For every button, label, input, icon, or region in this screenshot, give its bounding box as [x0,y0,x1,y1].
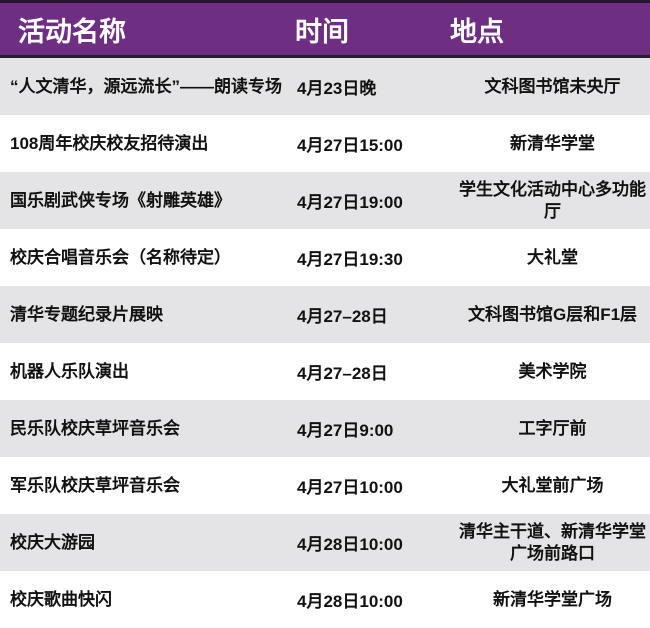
event-name: 108周年校庆校友招待演出 [10,133,209,153]
event-name: 校庆合唱音乐会（名称待定） [10,247,231,267]
table-row: 校庆大游园 4月28日10:00 清华主干道、新清华学堂广场前路口 [0,514,650,571]
event-name: 清华专题纪录片展映 [10,304,163,324]
event-time: 4月27日9:00 [297,421,394,440]
event-place: 新清华学堂广场 [493,589,612,609]
table-row: 校庆合唱音乐会（名称待定） 4月27日19:30 大礼堂 [0,229,650,286]
event-name: “人文清华，源远流长”——朗读专场 [10,76,282,96]
event-time: 4月23日晚 [297,79,377,98]
event-place: 美术学院 [518,361,587,381]
event-time: 4月27日19:00 [297,193,403,212]
event-name: 军乐队校庆草坪音乐会 [10,475,180,495]
event-place: 文科图书馆G层和F1层 [467,304,638,324]
header-time: 时间 [295,16,349,47]
event-time: 4月28日10:00 [297,535,403,554]
table-row: 校庆歌曲快闪 4月28日10:00 新清华学堂广场 [0,571,650,628]
table-row: 国乐剧武侠专场《射雕英雄》 4月27日19:00 学生文化活动中心多功能厅 [0,172,650,229]
event-time: 4月27日10:00 [297,478,403,497]
event-time: 4月27–28日 [297,364,388,383]
event-place: 新清华学堂 [510,133,595,153]
event-name: 校庆歌曲快闪 [10,589,112,609]
table-row: 清华专题纪录片展映 4月27–28日 文科图书馆G层和F1层 [0,286,650,343]
event-place: 学生文化活动中心多功能厅 [459,179,646,221]
event-name: 校庆大游园 [10,532,95,552]
table-header: 活动名称 时间 地点 [0,0,650,58]
event-place: 清华主干道、新清华学堂广场前路口 [459,521,646,563]
table-body: “人文清华，源远流长”——朗读专场 4月23日晚 文科图书馆未央厅 108周年校庆校友… [0,58,650,628]
table-row: 108周年校庆校友招待演出 4月27日15:00 新清华学堂 [0,115,650,172]
event-time: 4月28日10:00 [297,592,403,611]
table-row: “人文清华，源远流长”——朗读专场 4月23日晚 文科图书馆未央厅 [0,58,650,115]
event-name: 民乐队校庆草坪音乐会 [10,418,180,438]
event-time: 4月27日19:30 [297,250,403,269]
event-place: 大礼堂前广场 [501,475,604,495]
table-row: 军乐队校庆草坪音乐会 4月27日10:00 大礼堂前广场 [0,457,650,514]
event-name: 国乐剧武侠专场《射雕英雄》 [10,190,231,210]
event-place: 文科图书馆未央厅 [484,76,621,96]
event-place: 工字厅前 [518,418,587,438]
event-time: 4月27–28日 [297,307,388,326]
event-name: 机器人乐队演出 [10,361,129,381]
table-row: 机器人乐队演出 4月27–28日 美术学院 [0,343,650,400]
header-place: 地点 [450,16,504,47]
header-name: 活动名称 [18,16,126,47]
table-row: 民乐队校庆草坪音乐会 4月27日9:00 工字厅前 [0,400,650,457]
event-place: 大礼堂 [527,247,578,267]
event-time: 4月27日15:00 [297,136,403,155]
